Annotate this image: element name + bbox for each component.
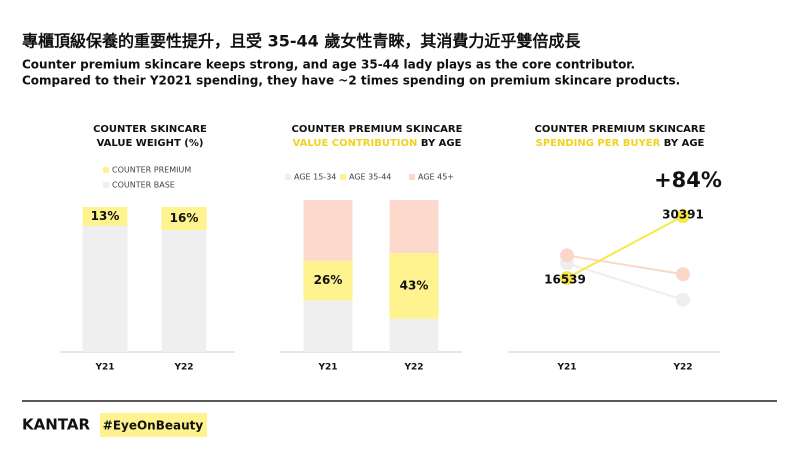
x-tick-label: Y22 (173, 363, 193, 373)
tag-box (100, 413, 207, 437)
point (676, 209, 690, 224)
subtitle-highlight: VALUE CONTRIBUTION (293, 138, 418, 149)
subtitle-highlight: SPENDING PER BUYER (536, 138, 661, 149)
point (560, 271, 574, 286)
bar-segment (389, 200, 439, 254)
legend-swatch (103, 167, 109, 173)
point (676, 267, 690, 282)
legend-label: COUNTER PREMIUM (112, 166, 191, 175)
legend-label: AGE 45+ (418, 173, 454, 182)
slide-title: 專櫃頂級保養的重要性提升，且受 35-44 歲女性青睞，其消費力近乎雙倍成長 (22, 32, 581, 51)
x-tick-label: Y21 (556, 363, 576, 373)
chart-title: COUNTER SKINCARE (93, 124, 207, 135)
chart-subtitle: VALUE CONTRIBUTION BY AGE (293, 138, 462, 149)
point (676, 292, 690, 307)
legend-swatch (340, 174, 346, 180)
subtitle-text: BY AGE (421, 138, 462, 149)
bar-segment (303, 200, 353, 261)
value-label: 26% (314, 273, 343, 287)
bar-segment (161, 207, 207, 231)
chart-subtitle: SPENDING PER BUYER BY AGE (536, 138, 705, 149)
legend-swatch (103, 182, 109, 188)
bar-segment (389, 253, 439, 319)
legend-label: AGE 15-34 (294, 173, 336, 182)
line (566, 215, 684, 279)
value-label: 16% (170, 211, 199, 225)
slide-subtitle: Compared to their Y2021 spending, they h… (22, 74, 680, 88)
value-label: 16539 (544, 273, 586, 287)
subtitle-text: VALUE WEIGHT (%) (97, 138, 204, 149)
legend-label: COUNTER BASE (112, 181, 175, 190)
legend-swatch (285, 174, 291, 180)
point (560, 248, 574, 263)
legend-label: AGE 35-44 (349, 173, 391, 182)
x-tick-label: Y22 (403, 363, 423, 373)
annotation: +84% (654, 168, 722, 192)
chart-title: COUNTER PREMIUM SKINCARE (535, 124, 706, 135)
bar-segment (82, 225, 128, 352)
tag: #EyeOnBeauty (103, 419, 204, 433)
x-tick-label: Y21 (94, 363, 114, 373)
line (566, 262, 684, 301)
bar-segment (82, 207, 128, 226)
x-tick-label: Y21 (317, 363, 337, 373)
bar-segment (389, 318, 439, 352)
bar-segment (303, 300, 353, 352)
subtitle-text: BY AGE (664, 138, 705, 149)
bar-segment (303, 260, 353, 301)
value-label: 13% (91, 209, 120, 223)
x-tick-label: Y22 (672, 363, 692, 373)
chart-subtitle: VALUE WEIGHT (%) (97, 138, 204, 149)
chart-title: COUNTER PREMIUM SKINCARE (292, 124, 463, 135)
value-label: 30391 (662, 208, 704, 222)
value-label: 43% (400, 278, 429, 292)
line (566, 254, 684, 276)
brand: KANTAR (22, 416, 90, 434)
legend-swatch (409, 174, 415, 180)
slide-subtitle: Counter premium skincare keeps strong, a… (22, 58, 635, 72)
bar-segment (161, 230, 207, 352)
